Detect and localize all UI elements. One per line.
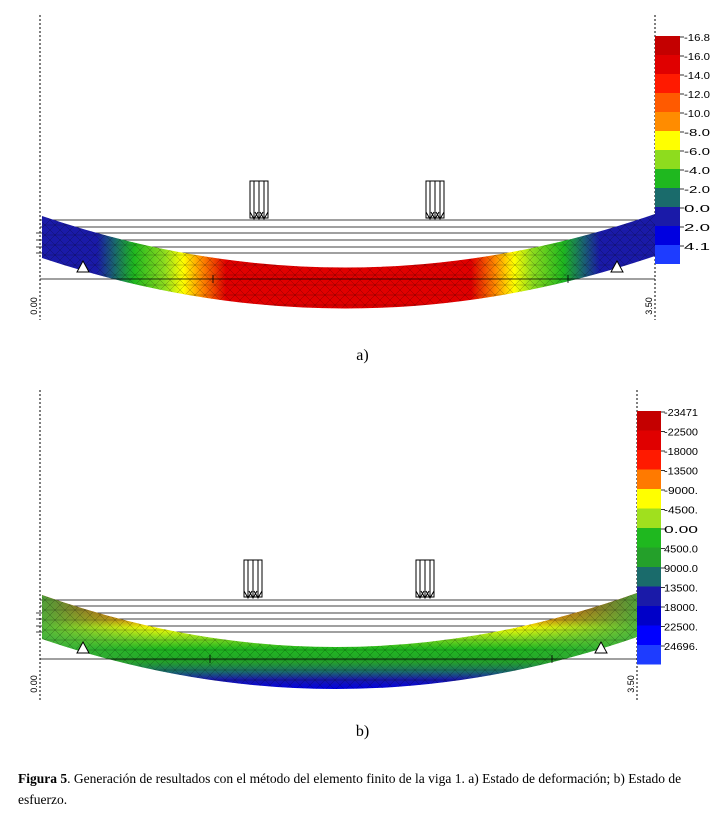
legend-label: 0.0 [684, 204, 711, 215]
legend-swatch [655, 150, 680, 169]
legend-swatch [637, 547, 661, 567]
axis-start-label: 0.00 [29, 297, 39, 315]
legend-swatch [637, 606, 661, 626]
legend-label: -13500 [664, 467, 698, 478]
legend-label: 4.1 [684, 242, 711, 253]
panel-deformation: 0.00 3.50 -16.8 -16.0 -14.0 -12.0 -10.0 -8.0-… [0, 0, 725, 340]
subfigure-label-a: a) [356, 347, 369, 364]
deformation-legend: -16.8 -16.0 -14.0 -12.0 -10.0 -8.0 -6.0 -4.0 -2.… [655, 33, 711, 264]
finite-element-mesh [42, 593, 637, 690]
load-arrow-left [243, 559, 263, 600]
legend-swatch [655, 93, 680, 112]
legend-swatch [637, 411, 661, 431]
legend-swatch [655, 55, 680, 74]
legend-label: -16.8 [684, 33, 710, 44]
left-support-icon [76, 259, 90, 273]
legend-label: 4500.0 [664, 545, 698, 556]
axis-end-label: 3.50 [626, 675, 636, 693]
legend-label: -22500 [664, 428, 698, 439]
axis-end-label: 3.50 [644, 297, 654, 315]
load-arrow-right [415, 559, 435, 600]
legend-swatch [655, 169, 680, 188]
legend-swatch [637, 489, 661, 509]
legend-swatch [637, 430, 661, 450]
right-support-icon [594, 640, 608, 654]
legend-swatch [655, 112, 680, 131]
legend-swatch [637, 567, 661, 587]
legend-swatch [655, 188, 680, 207]
legend-swatch [637, 508, 661, 528]
legend-label: 0.00 [664, 525, 699, 536]
legend-label: -14.0 [684, 71, 710, 82]
panel-stress: 0.00 3.50 -23471 -22500 -18000 -13500 -9000.… [0, 385, 725, 715]
legend-swatch [655, 245, 680, 264]
legend-label: -2.0 [684, 185, 711, 196]
legend-label: -23471 [664, 408, 698, 419]
legend-label: -18000 [664, 447, 698, 458]
legend-swatch [655, 74, 680, 93]
legend-swatch [637, 586, 661, 606]
legend-label: -6.0 [684, 147, 711, 158]
legend-label: -9000. [664, 486, 698, 497]
legend-label: -4500. [664, 506, 698, 517]
left-support-icon [76, 640, 90, 654]
axis-start-label: 0.00 [29, 675, 39, 693]
legend-label: 2.0 [684, 223, 711, 234]
legend-swatch [637, 645, 661, 665]
legend-label: 24696. [664, 642, 698, 653]
legend-swatch [655, 36, 680, 55]
legend-swatch [637, 450, 661, 470]
legend-label: -4.0 [684, 166, 711, 177]
legend-label: -10.0 [684, 109, 710, 120]
legend-label: -16.0 [684, 52, 710, 63]
legend-swatch [655, 207, 680, 226]
legend-swatch [637, 625, 661, 645]
finite-element-mesh [42, 214, 655, 309]
legend-swatch [655, 226, 680, 245]
legend-label: -8.0 [684, 128, 711, 139]
legend-swatch [637, 469, 661, 489]
legend-label: 13500. [664, 584, 698, 595]
subfigure-label-b: b) [355, 723, 370, 740]
caption-text: . Generación de resultados con el método… [18, 771, 682, 807]
load-arrow-right [425, 180, 445, 221]
figure-caption: Figura 5. Generación de resultados con e… [18, 768, 718, 810]
stress-plot: 0.00 3.50 -23471 -22500 -18000 -13500 -9000.… [29, 390, 699, 700]
legend-label: -12.0 [684, 90, 710, 101]
figure-number: Figura 5 [18, 771, 68, 786]
legend-label: 18000. [664, 603, 698, 614]
legend-swatch [655, 131, 680, 150]
stress-legend: -23471 -22500 -18000 -13500 -9000. -4500. 0.00… [637, 408, 699, 665]
legend-label: 9000.0 [664, 564, 698, 575]
load-arrow-left [249, 180, 269, 221]
legend-label: 22500. [664, 623, 698, 634]
right-support-icon [610, 259, 624, 273]
deformation-plot: 0.00 3.50 -16.8-16.0-14.0-12.0-10.0-8.0-… [29, 15, 711, 320]
legend-swatch [637, 528, 661, 548]
